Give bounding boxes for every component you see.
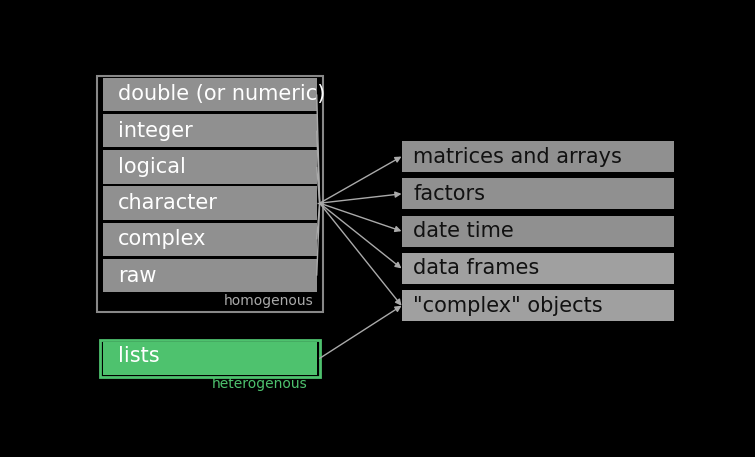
FancyBboxPatch shape [103, 114, 317, 148]
FancyBboxPatch shape [103, 342, 317, 375]
Text: factors: factors [413, 184, 485, 204]
FancyBboxPatch shape [103, 186, 317, 220]
Text: homogenous: homogenous [224, 294, 314, 308]
Text: double (or numeric): double (or numeric) [118, 85, 325, 105]
FancyBboxPatch shape [103, 78, 317, 111]
FancyBboxPatch shape [103, 223, 317, 256]
Text: data frames: data frames [413, 259, 540, 278]
Text: logical: logical [118, 157, 186, 177]
Text: heterogenous: heterogenous [212, 377, 308, 391]
Text: lists: lists [118, 345, 159, 366]
FancyBboxPatch shape [103, 259, 317, 292]
FancyBboxPatch shape [402, 141, 673, 172]
Text: character: character [118, 193, 217, 213]
Text: complex: complex [118, 229, 206, 250]
Text: integer: integer [118, 121, 193, 141]
FancyBboxPatch shape [402, 216, 673, 247]
FancyBboxPatch shape [402, 253, 673, 284]
FancyBboxPatch shape [402, 178, 673, 209]
FancyBboxPatch shape [402, 290, 673, 321]
Text: date time: date time [413, 221, 514, 241]
Text: "complex" objects: "complex" objects [413, 296, 603, 316]
FancyBboxPatch shape [103, 150, 317, 184]
Text: raw: raw [118, 266, 156, 286]
Text: matrices and arrays: matrices and arrays [413, 147, 622, 166]
